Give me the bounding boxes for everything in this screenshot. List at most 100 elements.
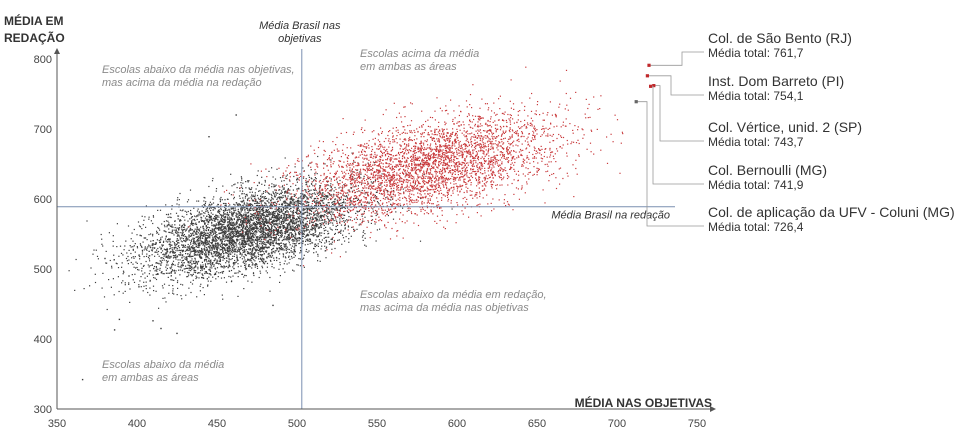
data-point	[171, 262, 174, 264]
data-point	[226, 211, 228, 214]
data-point	[307, 226, 309, 228]
data-point	[300, 211, 302, 213]
data-point	[178, 229, 180, 231]
data-point	[188, 246, 190, 248]
data-point	[195, 277, 197, 280]
data-point	[165, 231, 167, 233]
data-point	[219, 214, 221, 216]
data-point	[313, 234, 315, 236]
data-point	[277, 207, 279, 209]
data-point	[285, 208, 287, 210]
data-point	[173, 293, 175, 295]
data-point	[235, 230, 237, 232]
data-point	[225, 236, 227, 238]
data-point	[255, 198, 257, 200]
data-point	[242, 219, 244, 221]
data-point	[163, 255, 165, 257]
data-point	[251, 187, 253, 189]
data-point	[173, 251, 175, 253]
data-point	[215, 231, 217, 233]
data-point	[241, 233, 243, 235]
data-point	[235, 242, 237, 244]
data-point	[238, 211, 240, 213]
data-point	[283, 200, 285, 202]
data-point	[307, 207, 309, 210]
data-point	[219, 260, 221, 262]
data-point	[129, 301, 131, 303]
data-point	[234, 263, 236, 265]
data-point	[152, 215, 154, 217]
data-point	[210, 264, 212, 266]
data-point	[239, 235, 241, 237]
data-point	[278, 231, 280, 234]
data-point	[230, 241, 232, 243]
data-point	[277, 243, 279, 245]
data-point	[167, 214, 169, 216]
data-point	[159, 260, 161, 262]
data-point	[323, 195, 325, 197]
data-point	[214, 238, 217, 240]
data-point	[268, 202, 270, 204]
data-point	[219, 229, 221, 231]
data-point	[228, 233, 230, 236]
data-point	[214, 236, 216, 238]
data-point	[282, 209, 284, 211]
data-point	[330, 198, 332, 201]
data-point	[230, 228, 232, 230]
data-point	[153, 243, 155, 245]
data-point	[288, 215, 290, 217]
data-point	[305, 222, 307, 224]
data-point	[223, 258, 226, 260]
data-point	[195, 270, 197, 272]
data-point	[246, 205, 248, 207]
data-point	[265, 190, 267, 192]
data-point	[260, 258, 263, 260]
data-point	[298, 217, 300, 219]
data-point	[340, 199, 342, 201]
data-point	[281, 220, 283, 222]
data-point	[189, 267, 191, 270]
data-point	[277, 210, 280, 212]
data-point	[316, 236, 318, 238]
data-point	[204, 204, 206, 206]
data-point	[259, 211, 261, 213]
data-point	[220, 272, 222, 274]
data-point	[299, 234, 301, 236]
data-point	[203, 260, 206, 262]
data-point	[157, 253, 159, 255]
data-point	[143, 256, 145, 258]
data-point	[205, 241, 207, 243]
data-point	[308, 174, 310, 176]
data-point	[311, 183, 313, 185]
data-point	[257, 212, 259, 214]
data-point	[185, 229, 187, 231]
data-point	[254, 197, 256, 200]
data-point	[284, 157, 286, 159]
data-point	[222, 257, 224, 259]
data-point	[292, 218, 294, 220]
data-point	[282, 243, 284, 245]
data-point	[240, 265, 242, 267]
data-point	[306, 234, 308, 236]
data-point	[309, 213, 311, 215]
data-point	[195, 216, 197, 218]
data-point	[143, 281, 145, 283]
data-point	[239, 197, 241, 199]
data-point	[253, 226, 255, 229]
data-point	[169, 231, 171, 234]
data-point	[286, 251, 288, 253]
data-point	[341, 202, 343, 204]
data-point	[227, 249, 229, 251]
data-point	[267, 233, 269, 235]
data-point	[281, 234, 283, 236]
data-point	[330, 243, 332, 245]
data-point	[361, 182, 363, 184]
data-point	[184, 228, 186, 230]
data-point	[270, 260, 272, 262]
data-point	[226, 247, 228, 250]
data-point	[280, 216, 282, 218]
data-point	[241, 222, 244, 224]
data-point	[234, 183, 236, 185]
data-point	[273, 225, 275, 227]
data-point	[299, 220, 301, 222]
